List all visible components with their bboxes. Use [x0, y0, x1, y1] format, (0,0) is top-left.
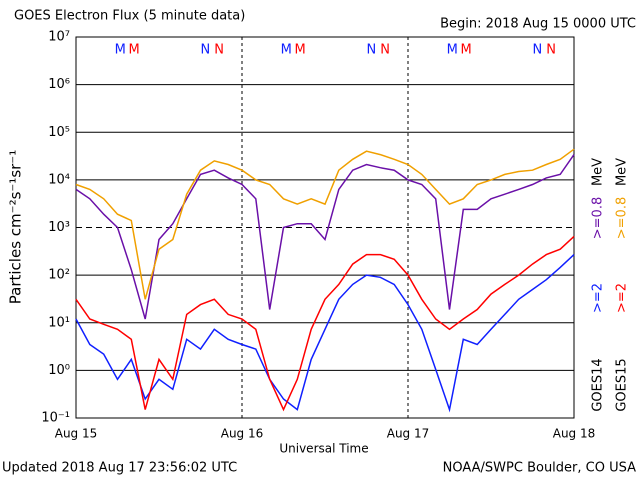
- footer-right: NOAA/SWPC Boulder, CO USA: [443, 461, 636, 476]
- legend-label: >=0.8: [615, 197, 630, 239]
- legend-unit: MeV: [615, 158, 630, 186]
- series-line: [75, 235, 575, 412]
- series-line: [75, 254, 575, 413]
- time-marker: N: [546, 43, 556, 58]
- x-axis-label: Universal Time: [279, 442, 368, 456]
- footer-left: Updated 2018 Aug 17 23:56:02 UTC: [2, 461, 237, 476]
- y-tick-label: 10³: [48, 220, 70, 235]
- y-tick-label: 10⁴: [48, 172, 70, 187]
- time-marker: M: [128, 43, 139, 58]
- time-marker: M: [447, 43, 458, 58]
- y-axis-label: Particles cm⁻²s⁻¹sr⁻¹: [7, 150, 25, 304]
- y-tick-label: 10²: [48, 268, 70, 283]
- legend-label: >=2: [615, 283, 630, 313]
- x-tick-label: Aug 17: [387, 427, 430, 441]
- plot-frame: [75, 36, 575, 419]
- y-tick-label: 10¹: [48, 315, 70, 330]
- legend-group: GOES15: [615, 358, 630, 411]
- y-tick-label: 10⁰: [48, 363, 70, 378]
- time-marker: N: [200, 43, 210, 58]
- y-tick-label: 10⁷: [48, 30, 70, 45]
- time-marker: M: [281, 43, 292, 58]
- y-tick-label: 10⁻¹: [41, 411, 70, 426]
- series-line: [75, 154, 575, 320]
- time-marker: M: [460, 43, 471, 58]
- x-tick-label: Aug 18: [553, 427, 596, 441]
- series-line: [75, 148, 575, 300]
- y-tick-label: 10⁶: [48, 77, 70, 92]
- x-tick-label: Aug 15: [55, 427, 98, 441]
- chart-subtitle: Begin: 2018 Aug 15 0000 UTC: [440, 17, 636, 32]
- time-marker: M: [294, 43, 305, 58]
- chart-title: GOES Electron Flux (5 minute data): [14, 9, 245, 24]
- time-marker: N: [380, 43, 390, 58]
- time-marker: N: [366, 43, 376, 58]
- legend-unit: MeV: [591, 158, 606, 186]
- y-tick-label: 10⁵: [48, 125, 70, 140]
- legend-label: >=0.8: [591, 197, 606, 239]
- time-marker: M: [115, 43, 126, 58]
- time-marker: N: [532, 43, 542, 58]
- legend-group: GOES14: [591, 358, 606, 411]
- legend-label: >=2: [591, 283, 606, 313]
- time-marker: N: [214, 43, 224, 58]
- x-tick-label: Aug 16: [221, 427, 264, 441]
